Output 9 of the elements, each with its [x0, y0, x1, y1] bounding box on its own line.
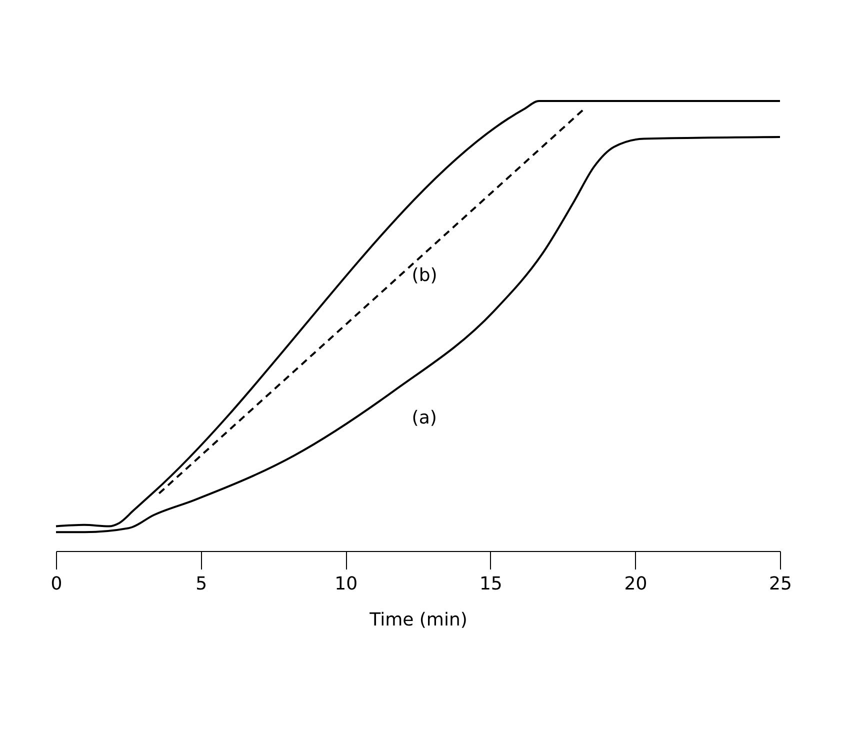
x-tick-label: 10 [334, 574, 358, 594]
x-tick-label: 5 [196, 574, 208, 594]
x-tick-label: 20 [624, 574, 648, 594]
x-tick-label: 0 [50, 574, 62, 594]
x-tick-label: 25 [769, 574, 792, 594]
x-axis-title: Time (min) [368, 610, 468, 630]
series-label: (a) [412, 408, 437, 429]
x-tick-label: 15 [479, 574, 502, 594]
text: (b) [412, 265, 438, 286]
